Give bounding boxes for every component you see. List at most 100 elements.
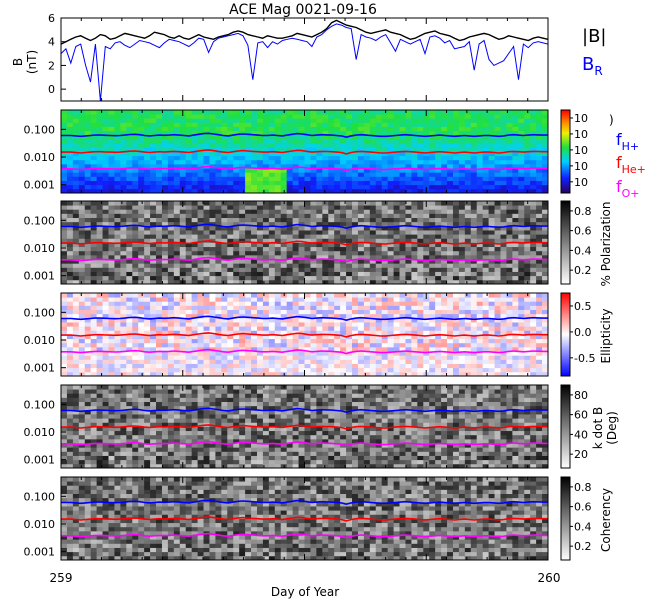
spectrogram-cell bbox=[482, 184, 490, 190]
spectrogram-cell bbox=[542, 205, 549, 210]
spectrogram-cell bbox=[286, 346, 294, 352]
spectrogram-cell bbox=[286, 271, 294, 277]
spectrogram-cell bbox=[506, 371, 513, 377]
spectrogram-cell bbox=[114, 346, 121, 352]
spectrogram-cell bbox=[334, 168, 341, 173]
spectrogram-cell bbox=[251, 221, 258, 227]
spectrogram-cell bbox=[209, 221, 216, 227]
spectrogram-cell bbox=[102, 330, 109, 335]
spectrogram-cell bbox=[132, 225, 139, 231]
spectrogram-cell bbox=[102, 225, 109, 231]
spectrogram-cell bbox=[494, 275, 501, 281]
spectrogram-cell bbox=[72, 139, 80, 144]
spectrogram-cell bbox=[262, 159, 270, 165]
spectrogram-cell bbox=[120, 205, 127, 210]
spectrogram-cell bbox=[280, 180, 288, 186]
colorbar-tick-label: 0.4 bbox=[574, 244, 592, 257]
spectrogram-cell bbox=[464, 367, 472, 373]
spectrogram-cell bbox=[369, 176, 377, 181]
spectrogram-cell bbox=[221, 151, 228, 157]
spectrogram-cell bbox=[375, 342, 383, 348]
spectrogram-cell bbox=[322, 110, 329, 115]
spectrogram-cell bbox=[512, 118, 519, 123]
spectrogram-cell bbox=[102, 172, 109, 177]
spectrogram-cell bbox=[500, 213, 507, 218]
spectrogram-cell bbox=[441, 342, 448, 348]
spectrogram-cell bbox=[381, 147, 389, 152]
spectrogram-cell bbox=[369, 305, 377, 310]
spectrogram-cell bbox=[126, 221, 133, 227]
spectrogram-cell bbox=[506, 134, 513, 140]
spectrogram-cell bbox=[233, 168, 240, 173]
spectrogram-cell bbox=[500, 225, 507, 231]
spectrogram-cell bbox=[191, 322, 198, 327]
spectrogram-cell bbox=[381, 130, 389, 136]
spectrogram-cell bbox=[536, 151, 543, 157]
spectrogram-cell bbox=[156, 110, 163, 115]
spectrogram-cell bbox=[209, 254, 216, 260]
spectrogram-cell bbox=[78, 322, 86, 327]
spectrogram-cell bbox=[458, 346, 466, 352]
spectrogram-cell bbox=[215, 110, 222, 115]
spectrogram-cell bbox=[268, 122, 276, 127]
spectrogram-cell bbox=[209, 213, 216, 218]
spectrogram-cell bbox=[239, 188, 246, 194]
spectrogram-cell bbox=[138, 275, 145, 281]
spectrogram-cell bbox=[399, 342, 406, 348]
spectrogram-cell bbox=[322, 230, 329, 235]
spectrogram-cell bbox=[405, 205, 412, 210]
spectrogram-cell bbox=[138, 176, 145, 181]
spectrogram-cell bbox=[120, 338, 127, 344]
spectrogram-cell bbox=[452, 309, 460, 315]
spectrogram-cell bbox=[530, 263, 537, 268]
spectrogram-cell bbox=[357, 234, 365, 239]
spectrogram-cell bbox=[132, 309, 139, 315]
spectrogram-cell bbox=[524, 213, 531, 218]
spectrogram-cell bbox=[435, 238, 442, 243]
spectrogram-cell bbox=[61, 338, 68, 344]
spectrogram-cell bbox=[161, 313, 169, 319]
spectrogram-cell bbox=[369, 143, 377, 148]
spectrogram-cell bbox=[399, 130, 406, 136]
spectrogram-cell bbox=[340, 238, 347, 243]
spectrogram-cell bbox=[494, 143, 501, 148]
spectrogram-cell bbox=[494, 301, 501, 306]
spectrogram-cell bbox=[470, 221, 478, 227]
spectrogram-cell bbox=[363, 271, 371, 277]
spectrogram-cell bbox=[72, 371, 80, 377]
spectrogram-cell bbox=[72, 188, 80, 194]
spectrogram-cell bbox=[405, 246, 412, 252]
spectrogram-cell bbox=[286, 305, 294, 310]
spectrogram-cell bbox=[363, 309, 371, 315]
spectrogram-cell bbox=[482, 230, 490, 235]
spectrogram-cell bbox=[209, 297, 216, 302]
spectrogram-cell bbox=[494, 147, 501, 152]
spectrogram-cell bbox=[102, 263, 109, 268]
spectrogram-cell bbox=[328, 275, 335, 281]
spectrogram-cell bbox=[447, 263, 454, 268]
spectrogram-cell bbox=[346, 330, 353, 335]
spectrogram-cell bbox=[114, 163, 121, 169]
spectrogram-cell bbox=[138, 322, 145, 327]
spectrogram-cell bbox=[144, 275, 151, 281]
spectrogram-cell bbox=[375, 293, 383, 298]
spectrogram-cell bbox=[542, 172, 549, 177]
spectrogram-cell bbox=[411, 254, 418, 260]
spectrogram-cell bbox=[304, 297, 311, 302]
spectrogram-cell bbox=[340, 180, 347, 186]
spectrogram-cell bbox=[405, 338, 412, 344]
spectrogram-cell bbox=[161, 151, 169, 157]
spectrogram-cell bbox=[251, 188, 258, 194]
spectrogram-cell bbox=[150, 346, 157, 352]
spectrogram-cell bbox=[274, 213, 282, 218]
spectrogram-cell bbox=[292, 230, 299, 235]
spectrogram-cell bbox=[470, 309, 478, 315]
spectrogram-cell bbox=[144, 363, 151, 369]
spectrogram-cell bbox=[441, 275, 448, 281]
spectrogram-cell bbox=[221, 213, 228, 218]
spectrogram-cell bbox=[239, 309, 246, 315]
spectrogram-cell bbox=[239, 305, 246, 310]
spectrogram-cell bbox=[381, 250, 389, 256]
spectrogram-cell bbox=[96, 371, 103, 377]
spectrogram-cell bbox=[530, 230, 537, 235]
